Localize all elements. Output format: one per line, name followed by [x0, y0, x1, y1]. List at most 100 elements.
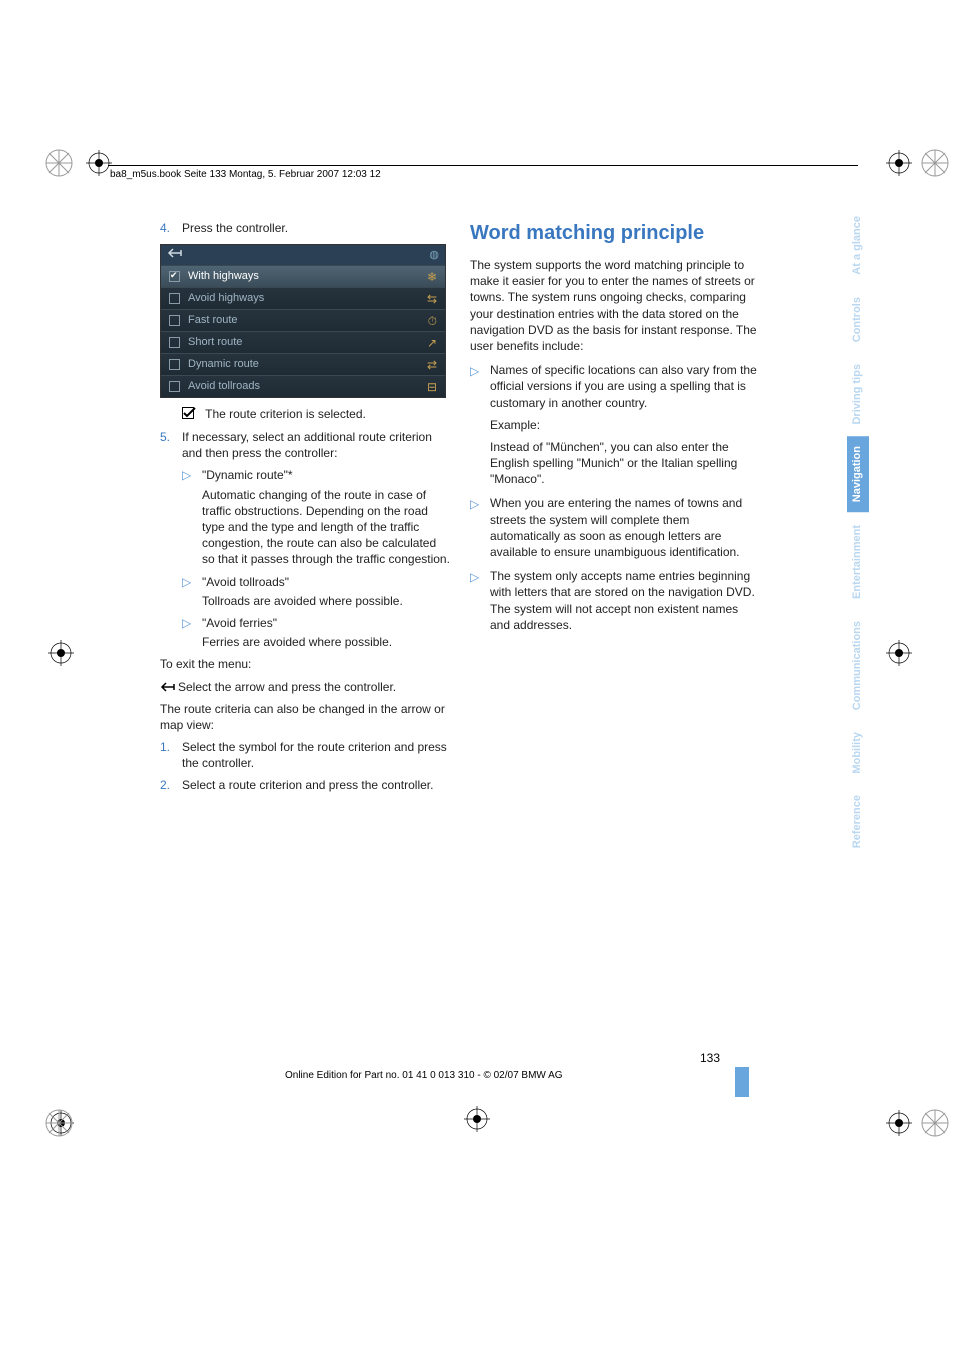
- step-text: Select a route criterion and press the c…: [182, 777, 450, 793]
- tab-reference[interactable]: Reference: [847, 785, 869, 858]
- route-option-row: Avoid highways ⇆: [161, 287, 445, 309]
- tab-communications[interactable]: Communications: [847, 611, 869, 720]
- benefit-2: ▷ When you are entering the names of tow…: [470, 495, 760, 560]
- avoid-highway-icon: ⇆: [427, 291, 437, 307]
- checkbox-checked-icon: [182, 407, 198, 423]
- checkbox-icon: [169, 359, 180, 370]
- side-tabs: At a glance Controls Driving tips Naviga…: [847, 206, 869, 861]
- footer-text: Online Edition for Part no. 01 41 0 013 …: [285, 1070, 563, 1081]
- globe-icon: ◍: [429, 248, 439, 263]
- main-content: 4. Press the controller. ◍ With highways…: [160, 220, 850, 800]
- triangle-bullet-icon: ▷: [182, 574, 193, 609]
- step-text: Press the controller.: [182, 220, 450, 236]
- benefit-text: When you are entering the names of towns…: [490, 495, 760, 560]
- route-option-label: Fast route: [188, 313, 238, 328]
- back-arrow-icon: [160, 679, 178, 695]
- tab-entertainment[interactable]: Entertainment: [847, 515, 869, 609]
- right-column: Word matching principle The system suppo…: [470, 220, 760, 800]
- asterisk-icon: *: [288, 468, 293, 482]
- route-option-label: With highways: [188, 269, 259, 284]
- criterion-selected-text: The route criterion is selected.: [205, 407, 366, 421]
- checkbox-icon: [169, 315, 180, 326]
- header-rule: [108, 165, 858, 166]
- benefit-text: Names of specific locations can also var…: [490, 363, 757, 409]
- exit-instruction: Select the arrow and press the controlle…: [160, 679, 450, 695]
- bullet-title: "Avoid ferries": [202, 616, 277, 630]
- tab-controls[interactable]: Controls: [847, 287, 869, 352]
- step-2: 2. Select a route criterion and press th…: [160, 777, 450, 793]
- route-option-row: With highways ❄: [161, 265, 445, 287]
- page-number: 133: [700, 1051, 720, 1065]
- route-option-row: Avoid tollroads ⊟: [161, 375, 445, 397]
- bullet-avoid-ferries: ▷ "Avoid ferries" Ferries are avoided wh…: [182, 615, 450, 650]
- footer-accent-bar: [735, 1067, 749, 1097]
- route-option-label: Avoid highways: [188, 291, 264, 306]
- benefit-text: The system only accepts name entries beg…: [490, 568, 760, 633]
- book-header: ba8_m5us.book Seite 133 Montag, 5. Febru…: [110, 169, 381, 180]
- checkbox-icon: [169, 337, 180, 348]
- left-column: 4. Press the controller. ◍ With highways…: [160, 220, 450, 800]
- bullet-body: Ferries are avoided where possible.: [202, 634, 450, 650]
- triangle-bullet-icon: ▷: [182, 467, 193, 567]
- benefit-3: ▷ The system only accepts name entries b…: [470, 568, 760, 633]
- triangle-bullet-icon: ▷: [470, 496, 481, 560]
- step-text: Select the symbol for the route criterio…: [182, 739, 450, 771]
- registration-mark-icon: [48, 640, 74, 666]
- star-mark-icon: [44, 148, 74, 183]
- route-option-row: Dynamic route ⇄: [161, 353, 445, 375]
- route-option-label: Dynamic route: [188, 357, 259, 372]
- star-mark-icon: [44, 1108, 74, 1143]
- route-options-screenshot: ◍ With highways ❄ Avoid highways ⇆ Fast …: [160, 244, 446, 398]
- bullet-body: Automatic changing of the route in case …: [202, 487, 450, 568]
- route-option-row: Fast route ⏱: [161, 309, 445, 331]
- highway-icon: ❄: [427, 269, 437, 285]
- exit-menu-label: To exit the menu:: [160, 656, 450, 672]
- step-number: 1.: [160, 739, 182, 771]
- criteria-change-note: The route criteria can also be changed i…: [160, 701, 450, 733]
- star-mark-icon: [920, 148, 950, 183]
- short-route-icon: ↗: [427, 335, 437, 351]
- checkbox-icon: [169, 381, 180, 392]
- exit-instruction-text: Select the arrow and press the controlle…: [178, 679, 396, 695]
- registration-mark-icon: [886, 640, 912, 666]
- tab-navigation[interactable]: Navigation: [847, 436, 869, 512]
- checkbox-checked-icon: [169, 271, 180, 282]
- section-title: Word matching principle: [470, 220, 760, 247]
- intro-paragraph: The system supports the word matching pr…: [470, 257, 760, 354]
- route-option-row: Short route ↗: [161, 331, 445, 353]
- bullet-body: Tollroads are avoided where possible.: [202, 593, 450, 609]
- tab-mobility[interactable]: Mobility: [847, 722, 869, 784]
- benefit-1: ▷ Names of specific locations can also v…: [470, 362, 760, 487]
- step-text: If necessary, select an additional route…: [182, 429, 450, 461]
- example-label: Example:: [490, 417, 760, 433]
- step-number: 5.: [160, 429, 182, 461]
- bullet-title: "Avoid tollroads": [202, 575, 289, 589]
- tab-at-a-glance[interactable]: At a glance: [847, 206, 869, 285]
- star-mark-icon: [920, 1108, 950, 1143]
- checkbox-icon: [169, 293, 180, 304]
- step-number: 4.: [160, 220, 182, 236]
- registration-mark-icon: [886, 150, 912, 176]
- route-option-label: Avoid tollroads: [188, 379, 260, 394]
- step-4: 4. Press the controller.: [160, 220, 450, 236]
- back-arrow-icon: [167, 247, 183, 263]
- tollroad-icon: ⊟: [427, 379, 437, 395]
- bullet-dynamic-route: ▷ "Dynamic route"* Automatic changing of…: [182, 467, 450, 567]
- triangle-bullet-icon: ▷: [470, 363, 481, 487]
- criterion-selected-line: The route criterion is selected.: [182, 406, 450, 423]
- registration-mark-icon: [886, 1110, 912, 1136]
- clock-icon: ⏱: [428, 313, 437, 329]
- step-1: 1. Select the symbol for the route crite…: [160, 739, 450, 771]
- tab-driving-tips[interactable]: Driving tips: [847, 354, 869, 435]
- screenshot-titlebar: ◍: [161, 245, 445, 265]
- step-5: 5. If necessary, select an additional ro…: [160, 429, 450, 461]
- route-option-label: Short route: [188, 335, 242, 350]
- example-text: Instead of "München", you can also enter…: [490, 439, 760, 488]
- registration-mark-icon: [464, 1106, 490, 1137]
- dynamic-route-icon: ⇄: [427, 357, 437, 373]
- step-number: 2.: [160, 777, 182, 793]
- bullet-avoid-tollroads: ▷ "Avoid tollroads" Tollroads are avoide…: [182, 574, 450, 609]
- triangle-bullet-icon: ▷: [470, 569, 481, 633]
- triangle-bullet-icon: ▷: [182, 615, 193, 650]
- bullet-title: "Dynamic route": [202, 468, 288, 482]
